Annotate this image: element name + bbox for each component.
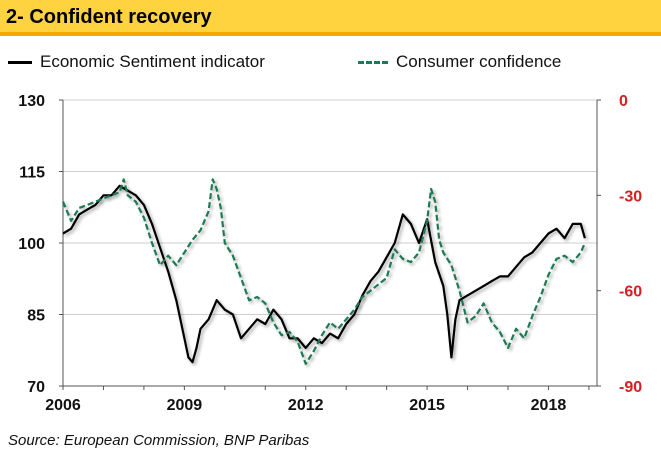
legend-item-consumer: Consumer confidence (358, 52, 561, 72)
y-right-tick-label: -90 (619, 379, 642, 396)
y-left-tick-label: 70 (27, 379, 45, 396)
axes (59, 99, 601, 390)
series-group (61, 178, 586, 365)
legend-item-esi: Economic Sentiment indicator (8, 52, 265, 72)
chart-title: 2- Confident recovery (6, 6, 212, 28)
y-left-tick-label: 130 (18, 93, 45, 110)
source-note: Source: European Commission, BNP Paribas (8, 432, 310, 449)
x-tick-label: 2018 (531, 397, 567, 414)
y-right-tick-label: -60 (619, 284, 642, 301)
legend-label-consumer: Consumer confidence (396, 52, 562, 71)
legend: Economic Sentiment indicator Consumer co… (0, 52, 661, 78)
x-tick-label: 2009 (167, 397, 203, 414)
series-line-consumer (61, 178, 586, 365)
series-line-esi (62, 184, 586, 364)
y-left-tick-label: 85 (27, 308, 45, 325)
chart-title-bar: 2- Confident recovery (0, 0, 661, 36)
tick-labels: 2006 2009 2012 2015 2018 130 115 100 85 70 0 -30 -60… (18, 93, 642, 414)
y-left-tick-label: 100 (18, 236, 45, 253)
grid (63, 99, 597, 387)
legend-swatch-consumer (358, 60, 388, 64)
line-chart: 2006 2009 2012 2015 2018 130 115 100 85 70 0 -30 -60… (18, 93, 642, 414)
y-left-tick-label: 115 (19, 165, 45, 182)
y-right-tick-label: -30 (619, 188, 642, 205)
x-tick-label: 2006 (45, 397, 81, 414)
legend-label-esi: Economic Sentiment indicator (40, 52, 265, 71)
y-right-tick-label: 0 (619, 93, 628, 110)
x-tick-label: 2015 (409, 397, 445, 414)
legend-swatch-esi (8, 60, 32, 64)
x-tick-label: 2012 (288, 397, 324, 414)
